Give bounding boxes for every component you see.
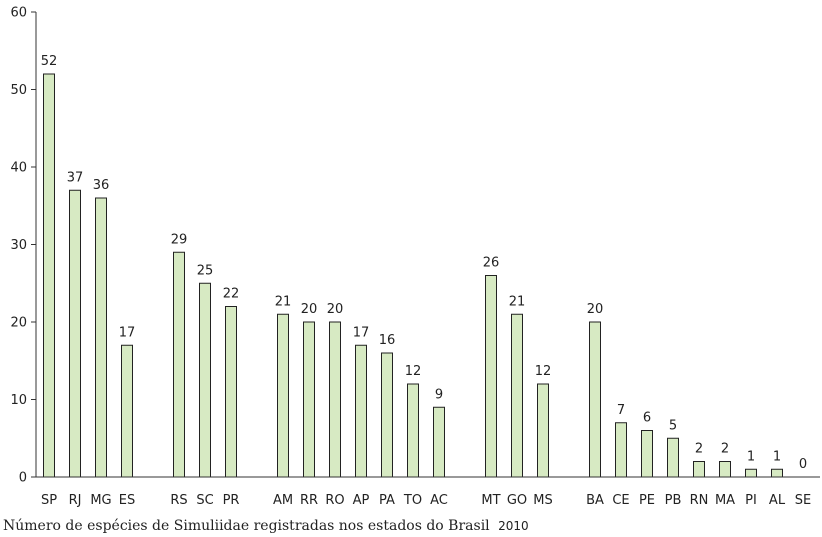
bar-mg [95,197,107,478]
y-tick-label: 0 [19,471,27,486]
x-tick-label-ap: AP [353,493,370,508]
x-tick-label-ce: CE [612,493,629,508]
x-tick-label-ro: RO [325,493,344,508]
x-tick-label-rn: RN [690,493,709,508]
x-tick-label-sc: SC [196,493,213,508]
bar-mt [485,275,497,478]
data-label-pr: 22 [223,287,240,302]
x-tick-label-pi: PI [745,493,757,508]
x-tick-label-go: GO [507,493,527,508]
data-label-al: 1 [773,449,781,464]
bar-rj [69,189,81,478]
chart-caption: Número de espécies de Simuliidae registr… [3,518,529,534]
data-label-rr: 20 [301,302,318,317]
x-tick-label-pe: PE [639,493,655,508]
y-axis: 0 10 20 30 40 50 60 [10,6,37,486]
x-tick-label-ba: BA [586,493,604,508]
x-tick-label-ma: MA [715,493,735,508]
x-tick-label-rj: RJ [69,493,82,508]
data-label-rs: 29 [171,232,188,247]
y-tick-label: 30 [10,238,27,253]
y-tick-label: 10 [10,393,27,408]
data-label-pb: 5 [669,418,677,433]
x-tick-label-mt: MT [481,493,500,508]
bar-to [407,383,419,478]
bar-ce [615,422,627,478]
x-axis: SP RJ MG ES RS SC PR AM RR RO AP PA TO AC MT GO MS BA CE PE… [36,476,820,508]
data-label-pe: 6 [643,411,651,426]
data-label-ce: 7 [617,403,625,418]
bar-ap [355,344,367,478]
data-label-pi: 1 [747,449,755,464]
bar-pr [225,306,237,478]
data-label-ma: 2 [721,442,729,457]
bar-pb [667,437,679,478]
data-label-ba: 20 [587,302,604,317]
bar-rn [693,461,705,478]
bar-al [771,468,783,478]
x-tick-label-pa: PA [379,493,395,508]
y-tick-label: 60 [10,6,27,21]
data-label-rj: 37 [67,170,84,185]
data-label-ms: 12 [535,364,552,379]
data-label-ap: 17 [353,325,370,340]
data-label-pa: 16 [379,333,396,348]
bar-rs [173,251,185,478]
y-tick-label: 40 [10,161,27,176]
caption-year: 2010 [498,519,529,533]
x-tick-label-pb: PB [665,493,682,508]
bar-ac [433,406,445,478]
bar-ro [329,321,341,478]
bar-am [277,313,289,478]
data-label-rn: 2 [695,442,703,457]
x-tick-label-mg: MG [90,493,111,508]
bar-ba [589,321,601,478]
x-tick-label-sp: SP [41,493,57,508]
data-label-to: 12 [405,364,422,379]
bar-sc [199,282,211,478]
bar-es [121,344,133,478]
bar-ma [719,461,731,478]
bar-pa [381,352,393,478]
x-tick-label-rs: RS [170,493,187,508]
x-tick-label-al: AL [769,493,786,508]
data-label-es: 17 [119,325,136,340]
x-tick-label-rr: RR [300,493,318,508]
bar-sp [43,73,55,478]
caption-text: Número de espécies de Simuliidae registr… [3,518,490,534]
data-label-se: 0 [799,457,807,472]
x-tick-label-pr: PR [223,493,240,508]
data-label-go: 21 [509,294,526,309]
data-label-sc: 25 [197,263,214,278]
x-tick-label-to: TO [403,493,422,508]
data-label-mt: 26 [483,256,500,271]
y-tick-label: 50 [10,83,27,98]
data-label-mg: 36 [93,178,110,193]
x-tick-label-se: SE [795,493,811,508]
bar-rr [303,321,315,478]
x-tick-label-am: AM [273,493,293,508]
data-label-sp: 52 [41,54,58,69]
bar-pi [745,468,757,478]
x-tick-label-ac: AC [430,493,448,508]
data-label-ac: 9 [435,387,443,402]
data-label-ro: 20 [327,302,344,317]
data-label-am: 21 [275,294,292,309]
y-tick-label: 20 [10,316,27,331]
x-tick-label-ms: MS [533,493,552,508]
bar-go [511,313,523,478]
bar-pe [641,430,653,478]
x-tick-label-es: ES [119,493,135,508]
bar-ms [537,383,549,478]
